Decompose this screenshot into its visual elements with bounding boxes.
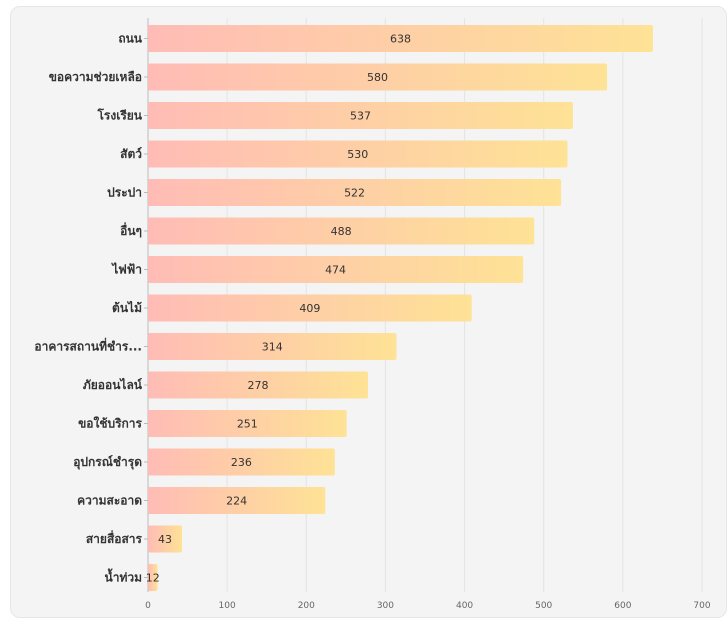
category-label: ภัยออนไลน์ <box>83 377 143 392</box>
bars <box>148 25 653 591</box>
category-label: ขอใช้บริการ <box>78 416 142 431</box>
category-label: อาคารสถานที่ชำร... <box>34 338 142 354</box>
category-label: ถนน <box>118 32 142 46</box>
category-label: ประปา <box>107 186 142 200</box>
category-label: ไฟฟ้า <box>110 262 142 277</box>
bar[interactable] <box>148 294 472 322</box>
x-tick-label: 700 <box>693 601 710 611</box>
data-label: 530 <box>347 148 368 161</box>
data-label: 488 <box>331 225 352 238</box>
bar[interactable] <box>148 564 158 591</box>
category-label: สายสื่อสาร <box>86 530 143 546</box>
x-tick-label: 200 <box>298 601 315 611</box>
data-label: 580 <box>367 71 388 84</box>
category-label: โรงเรียน <box>96 108 142 123</box>
x-tick-label: 100 <box>219 601 236 611</box>
x-tick-label: 0 <box>145 601 151 611</box>
bar[interactable] <box>148 410 347 437</box>
bar[interactable] <box>148 179 562 206</box>
bar[interactable] <box>148 371 369 399</box>
category-label: สัตว์ <box>120 147 142 161</box>
data-label: 43 <box>158 533 172 546</box>
bar[interactable] <box>148 25 653 52</box>
category-label: ความสะอาด <box>77 494 142 508</box>
bar[interactable] <box>148 487 326 514</box>
category-label: น้ำท่วม <box>105 568 143 585</box>
data-label: 224 <box>226 495 247 508</box>
category-label: อื่นๆ <box>120 222 142 238</box>
x-tick-label: 500 <box>535 601 552 611</box>
bar[interactable] <box>148 256 524 283</box>
data-label: 12 <box>146 572 160 585</box>
bar[interactable] <box>148 217 535 245</box>
data-label: 638 <box>390 33 411 46</box>
data-label: 474 <box>325 264 346 277</box>
bar[interactable] <box>148 63 608 91</box>
data-label: 236 <box>231 456 252 469</box>
x-tick-label: 400 <box>456 601 473 611</box>
bar[interactable] <box>148 102 573 129</box>
bar[interactable] <box>148 525 183 553</box>
x-tick-label: 300 <box>377 601 394 611</box>
category-label: ต้นไม้ <box>112 300 142 315</box>
data-label: 409 <box>299 302 320 315</box>
data-label: 522 <box>344 187 365 200</box>
data-label: 278 <box>248 379 269 392</box>
data-label: 314 <box>262 341 283 354</box>
bar[interactable] <box>148 333 397 360</box>
category-label: อุปกรณ์ชำรุด <box>73 455 142 470</box>
labels: 0 100 200 300 400 500 600 700 638 ถนน 580 ขอความช่ว… <box>34 32 710 612</box>
bar[interactable] <box>148 140 568 168</box>
category-label: ขอความช่วยเหลือ <box>49 70 142 84</box>
data-label: 251 <box>237 418 258 431</box>
data-label: 537 <box>350 110 371 123</box>
bar[interactable] <box>148 448 335 476</box>
x-tick-label: 600 <box>614 601 631 611</box>
